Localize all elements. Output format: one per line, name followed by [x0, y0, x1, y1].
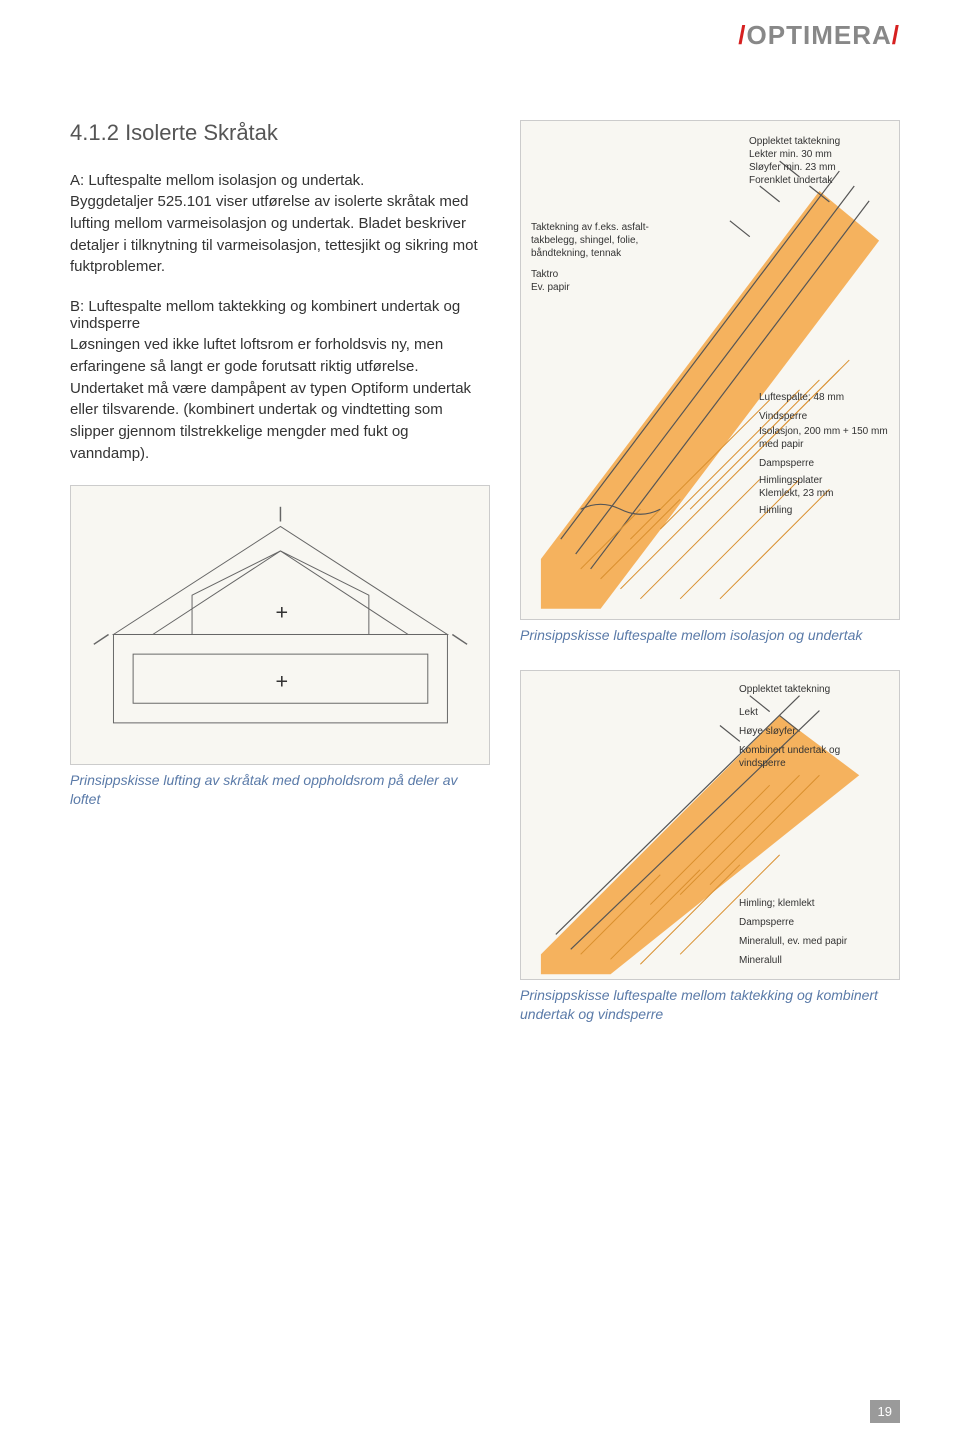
labels-top-bottom: Luftespalte; 48 mm Vindsperre Isolasjon,… — [759, 391, 889, 517]
label: Mineralull, ev. med papir — [739, 935, 889, 948]
label: Vindsperre — [759, 410, 889, 423]
labels-top-right: Opplektet taktekning Lekter min. 30 mm S… — [749, 135, 889, 187]
label: Taktekning av f.eks. asfalt- — [531, 221, 671, 234]
paragraph-a: Byggdetaljer 525.101 viser utførelse av … — [70, 191, 490, 278]
subhead-b: B: Luftespalte mellom taktekking og komb… — [70, 298, 490, 332]
label: Sløyfer min. 23 mm — [749, 161, 889, 174]
caption-house: Prinsippskisse lufting av skråtak med op… — [70, 771, 490, 810]
caption-bottom: Prinsippskisse luftespalte mellom taktek… — [520, 986, 900, 1025]
labels-top-left: Taktekning av f.eks. asfalt- takbelegg, … — [531, 221, 671, 294]
label: Isolasjon, 200 mm + 150 mm med papir — [759, 425, 889, 451]
svg-text:+: + — [275, 668, 288, 693]
section-number: 4.1.2 — [70, 120, 119, 145]
label: Klemlekt, 23 mm — [759, 487, 889, 500]
figure-bottom: Opplektet taktekning Lekt Høye sløyfer K… — [520, 670, 900, 980]
label: Himlingsplater — [759, 474, 889, 487]
paragraph-b: Løsningen ved ikke luftet loftsrom er fo… — [70, 334, 490, 465]
right-column: Opplektet taktekning Lekter min. 30 mm S… — [520, 120, 900, 1049]
label: takbelegg, shingel, folie, — [531, 234, 671, 247]
label: Luftespalte; 48 mm — [759, 391, 889, 404]
label: Taktro — [531, 268, 671, 281]
caption-top: Prinsippskisse luftespalte mellom isolas… — [520, 626, 900, 646]
label: Forenklet undertak — [749, 174, 889, 187]
brand-logo: /OPTIMERA/ — [738, 20, 900, 51]
figure-house: + + — [70, 485, 490, 765]
label: Lekt — [739, 706, 889, 719]
slash-icon: / — [738, 20, 746, 50]
label: Ev. papir — [531, 281, 671, 294]
label: Mineralull — [739, 954, 889, 967]
subhead-a: A: Luftespalte mellom isolasjon og under… — [70, 172, 490, 189]
house-diagram-icon: + + — [84, 494, 477, 755]
labels-bottom-right: Opplektet taktekning Lekt Høye sløyfer K… — [739, 683, 889, 770]
left-column: 4.1.2 Isolerte Skråtak A: Luftespalte me… — [70, 120, 490, 1049]
label: Himling — [759, 504, 889, 517]
label: Dampsperre — [739, 916, 889, 929]
section-heading: 4.1.2 Isolerte Skråtak — [70, 120, 490, 146]
labels-bottom-bottom: Himling; klemlekt Dampsperre Mineralull,… — [739, 897, 889, 967]
svg-text:+: + — [275, 600, 288, 625]
label: Dampsperre — [759, 457, 889, 470]
label: Høye sløyfer — [739, 725, 889, 738]
brand-name: OPTIMERA — [747, 20, 892, 50]
figure-top: Opplektet taktekning Lekter min. 30 mm S… — [520, 120, 900, 620]
section-title-text: Isolerte Skråtak — [125, 120, 278, 145]
label: Himling; klemlekt — [739, 897, 889, 910]
page-number: 19 — [870, 1400, 900, 1423]
page-content: 4.1.2 Isolerte Skråtak A: Luftespalte me… — [70, 120, 900, 1049]
label: båndtekning, tennak — [531, 247, 671, 260]
label: Kombinert undertak og vindsperre — [739, 744, 889, 770]
roof-top-diagram-icon — [521, 121, 899, 619]
slash-icon: / — [892, 20, 900, 50]
label: Opplektet taktekning — [739, 683, 889, 696]
label: Opplektet taktekning — [749, 135, 889, 148]
label: Lekter min. 30 mm — [749, 148, 889, 161]
